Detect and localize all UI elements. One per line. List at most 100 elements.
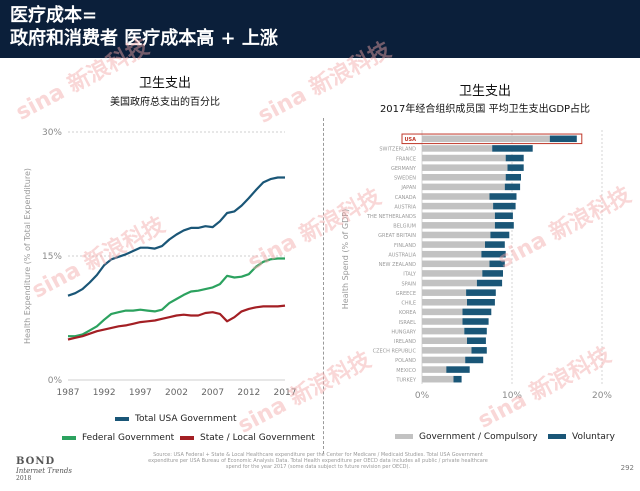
left-chart-title: 卫生支出 (138, 76, 191, 91)
left-chart-subtitle: 美国政府总支出的百分比 (110, 97, 220, 108)
legend-swatch-compulsory (395, 434, 413, 439)
country-label: FRANCE (396, 156, 416, 162)
country-label: GERMANY (391, 166, 417, 172)
legend-compulsory: Government / Compulsory (395, 432, 538, 442)
brand-name: BOND (16, 456, 56, 467)
bar-compulsory (422, 299, 467, 306)
legend-label-voluntary: Voluntary (572, 432, 615, 442)
y-tick-label: 30% (42, 128, 62, 138)
legend-swatch-voluntary (548, 434, 566, 439)
x-tick-label: 2002 (165, 388, 188, 398)
bar-compulsory (422, 250, 482, 258)
country-label: SPAIN (401, 281, 416, 287)
bar-voluntary (465, 356, 484, 364)
bar-voluntary (489, 260, 505, 268)
bar-voluntary (467, 337, 486, 344)
country-label: CANADA (395, 195, 417, 201)
bar-voluntary (446, 366, 470, 373)
page-title-line2: 政府和消费者 医疗成本高 + 上涨 (10, 28, 278, 49)
legend-label-compulsory: Government / Compulsory (419, 432, 538, 442)
bar-compulsory (422, 289, 467, 296)
bar-compulsory (422, 222, 495, 229)
bar-compulsory (422, 260, 490, 268)
bar-voluntary (492, 145, 533, 152)
country-label: SWEDEN (394, 176, 416, 182)
country-label: BELGIUM (393, 224, 416, 230)
bar-compulsory (422, 212, 495, 219)
bar-compulsory (422, 356, 466, 364)
page-title-line1: 医疗成本= (10, 5, 98, 26)
country-label: GREAT BRITAIN (378, 233, 416, 239)
country-label: AUSTRALIA (388, 252, 416, 258)
bar-voluntary (505, 154, 524, 162)
x-tick-label: 0% (415, 391, 430, 401)
bar-compulsory (422, 154, 506, 162)
x-tick-label: 2017 (274, 388, 297, 398)
x-tick-label: 20% (592, 391, 612, 401)
country-label: POLAND (395, 358, 416, 364)
bar-compulsory (422, 279, 477, 287)
country-label: NEW ZEALAND (379, 262, 416, 268)
country-label: SWITZERLAND (379, 147, 416, 153)
bar-compulsory (422, 318, 463, 325)
bar-compulsory (422, 183, 505, 191)
country-label: TURKEY (395, 377, 417, 383)
country-label: AUSTRIA (394, 204, 416, 210)
bar-voluntary (505, 174, 521, 181)
x-tick-label: 2007 (201, 388, 224, 398)
series-line-state_local (67, 304, 286, 341)
x-tick-label: 2012 (237, 388, 260, 398)
oecd-health-spend-bar-chart: 0% 10% 20% Health Spend (% of GDP) USA SWITZE… (341, 130, 612, 401)
right-chart-subtitle: 2017年经合组织成员国 平均卫生支出GDP占比 (379, 104, 591, 115)
bar-voluntary (494, 222, 514, 229)
bar-voluntary (481, 250, 506, 258)
bond-logo: BOND Internet Trends 2018 (16, 456, 72, 482)
legend-swatch-federal (62, 435, 76, 440)
x-tick-label: 1987 (57, 388, 80, 398)
y-tick-label: 15% (42, 252, 62, 262)
country-label: USA (404, 137, 416, 143)
bar-voluntary (494, 212, 513, 219)
panel-divider (323, 118, 324, 454)
bar-compulsory (422, 135, 550, 143)
legend-state-local: State / Local Government (180, 433, 315, 443)
country-label: ISRAEL (399, 320, 416, 326)
country-label: ITALY (403, 272, 417, 278)
legend-voluntary: Voluntary (548, 432, 615, 442)
bar-voluntary (485, 241, 505, 248)
bar-voluntary (453, 375, 462, 383)
bar-voluntary (507, 164, 524, 171)
bar-compulsory (422, 241, 485, 248)
bar-voluntary (467, 299, 495, 306)
bar-compulsory (422, 174, 506, 181)
y-axis-label: Health Expenditure (% of Total Expenditu… (23, 168, 32, 344)
country-label: HUNGARY (391, 329, 417, 335)
bar-voluntary (464, 327, 487, 335)
right-chart-title: 卫生支出 (458, 84, 511, 99)
country-label: CZECH REPUBLIC (373, 349, 417, 355)
bar-compulsory (422, 231, 491, 239)
bar-compulsory (422, 337, 467, 344)
bar-compulsory (422, 308, 463, 316)
bar-compulsory (422, 145, 493, 152)
bar-voluntary (489, 193, 517, 200)
country-label: GREECE (396, 291, 416, 297)
bar-voluntary (466, 289, 496, 296)
series-line-federal (68, 257, 285, 338)
brand-year: 2018 (16, 475, 32, 482)
bar-compulsory (422, 327, 465, 335)
bar-voluntary (462, 318, 489, 325)
x-tick-label: 1992 (93, 388, 116, 398)
y-axis-label: Health Spend (% of GDP) (341, 209, 350, 309)
bar-compulsory (422, 193, 490, 200)
bar-compulsory (422, 366, 447, 373)
bar-voluntary (462, 308, 492, 316)
bar-voluntary (504, 183, 521, 191)
legend-label-state-local: State / Local Government (200, 433, 315, 443)
country-label: CHILE (401, 301, 416, 307)
legend-total-usa: Total USA Government (115, 414, 237, 424)
legend-federal: Federal Government (62, 433, 174, 443)
x-tick-label: 1997 (129, 388, 152, 398)
legend-swatch-total-usa (115, 416, 129, 421)
government-health-expenditure-line-chart: 0% 15% 30% 1987 1992 1997 2002 2007 2012 2017 Heal… (23, 128, 297, 398)
